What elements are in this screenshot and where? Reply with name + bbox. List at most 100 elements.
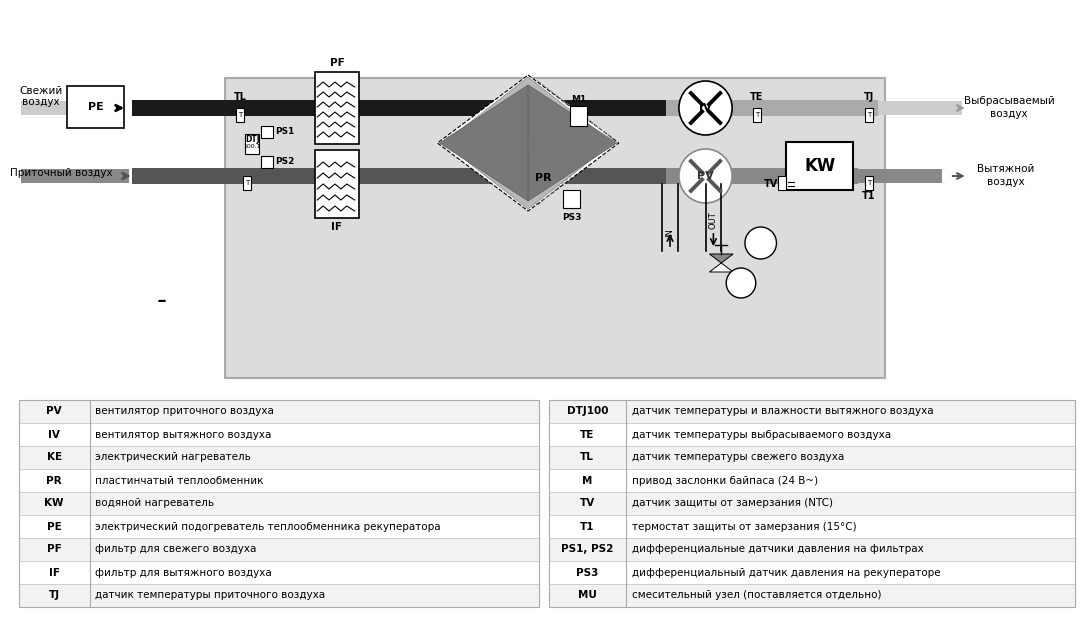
- Bar: [859, 169, 942, 183]
- Text: KW: KW: [44, 499, 64, 509]
- Bar: [666, 100, 878, 116]
- Text: TJ: TJ: [864, 92, 874, 102]
- Text: 100.1: 100.1: [243, 144, 261, 149]
- Bar: [132, 100, 666, 116]
- Text: DTJ100: DTJ100: [567, 406, 608, 417]
- Text: PR: PR: [535, 173, 551, 183]
- Text: KE: KE: [46, 452, 62, 462]
- Text: PF: PF: [329, 58, 345, 68]
- Text: TE: TE: [751, 92, 764, 102]
- Text: IN: IN: [665, 228, 675, 237]
- Text: -: -: [157, 287, 166, 315]
- Circle shape: [679, 81, 732, 135]
- Text: KW: KW: [805, 157, 836, 175]
- Bar: [549, 584, 1075, 607]
- Bar: [315, 150, 359, 218]
- Text: воздух: воздух: [23, 97, 60, 107]
- Bar: [261, 156, 273, 168]
- Text: IF: IF: [49, 567, 59, 577]
- Text: привод заслонки байпаса (24 В~): привод заслонки байпаса (24 В~): [632, 476, 818, 485]
- Bar: [549, 423, 1075, 446]
- Text: электрический подогреватель теплообменника рекуператора: электрический подогреватель теплообменни…: [95, 522, 441, 532]
- Text: Свежий: Свежий: [19, 86, 63, 96]
- Text: электрический нагреватель: электрический нагреватель: [95, 452, 252, 462]
- Text: фильтр для вытяжного воздуха: фильтр для вытяжного воздуха: [95, 567, 272, 577]
- Text: TV: TV: [764, 179, 778, 189]
- Text: PV: PV: [46, 406, 62, 417]
- Text: воздух: воздух: [990, 109, 1028, 119]
- Text: TV: TV: [580, 499, 595, 509]
- Bar: [21, 169, 129, 183]
- Bar: [549, 515, 1075, 538]
- Text: Приточный воздух: Приточный воздух: [10, 168, 112, 178]
- Polygon shape: [451, 77, 605, 137]
- Bar: [549, 492, 1075, 515]
- Text: PS1: PS1: [274, 127, 294, 137]
- Bar: [779, 176, 786, 190]
- Bar: [549, 469, 1075, 492]
- Text: TJ: TJ: [49, 590, 59, 600]
- Polygon shape: [451, 149, 605, 209]
- Bar: [261, 126, 273, 138]
- Text: IF: IF: [332, 222, 342, 232]
- Bar: [563, 190, 580, 208]
- Bar: [549, 446, 1075, 469]
- Bar: [225, 78, 885, 378]
- Text: T: T: [239, 112, 243, 118]
- Text: T: T: [867, 180, 872, 186]
- Text: Выбрасываемый: Выбрасываемый: [963, 96, 1054, 106]
- Text: PS2: PS2: [274, 158, 294, 167]
- Text: TL: TL: [580, 452, 594, 462]
- Bar: [18, 400, 539, 423]
- Text: T: T: [245, 180, 249, 186]
- Text: T: T: [755, 112, 759, 118]
- Text: PS1, PS2: PS1, PS2: [562, 544, 613, 555]
- Text: датчик температуры выбрасываемого воздуха: датчик температуры выбрасываемого воздух…: [632, 429, 891, 439]
- Text: TL: TL: [234, 92, 247, 102]
- Bar: [569, 106, 588, 126]
- Text: датчик температуры приточного воздуха: датчик температуры приточного воздуха: [95, 590, 325, 600]
- Bar: [549, 400, 1075, 423]
- Bar: [237, 108, 244, 122]
- Text: дифференциальный датчик давления на рекуператоре: дифференциальный датчик давления на реку…: [632, 567, 941, 577]
- Bar: [666, 168, 859, 184]
- Text: пластинчатый теплообменник: пластинчатый теплообменник: [95, 476, 264, 485]
- Bar: [315, 72, 359, 144]
- Bar: [18, 423, 539, 446]
- Text: PS3: PS3: [576, 567, 598, 577]
- Text: дифференциальные датчики давления на фильтрах: дифференциальные датчики давления на фил…: [632, 544, 923, 555]
- Text: датчик защиты от замерзания (NTC): датчик защиты от замерзания (NTC): [632, 499, 833, 509]
- Text: M: M: [582, 476, 593, 485]
- Text: T1: T1: [580, 522, 594, 532]
- Text: T: T: [867, 112, 872, 118]
- Bar: [549, 561, 1075, 584]
- Circle shape: [679, 149, 732, 203]
- Text: MU: MU: [578, 590, 596, 600]
- Bar: [865, 176, 873, 190]
- Text: датчик температуры и влажности вытяжного воздуха: датчик температуры и влажности вытяжного…: [632, 406, 933, 417]
- Bar: [243, 176, 252, 190]
- Bar: [549, 538, 1075, 561]
- Text: PE: PE: [87, 102, 104, 112]
- Text: термостат защиты от замерзания (15°C): термостат защиты от замерзания (15°C): [632, 522, 856, 532]
- Bar: [21, 101, 68, 115]
- Text: M4: M4: [753, 238, 769, 248]
- Text: TE: TE: [580, 429, 594, 439]
- Text: смесительный узел (поставляется отдельно): смесительный узел (поставляется отдельно…: [632, 590, 881, 600]
- Text: OUT: OUT: [708, 211, 718, 229]
- Polygon shape: [528, 85, 617, 201]
- Bar: [18, 515, 539, 538]
- Text: PV: PV: [697, 171, 714, 181]
- Circle shape: [726, 268, 756, 298]
- Bar: [18, 469, 539, 492]
- Bar: [549, 400, 1075, 607]
- Text: T1: T1: [862, 191, 876, 201]
- Text: PF: PF: [46, 544, 62, 555]
- Circle shape: [745, 227, 777, 259]
- Text: PR: PR: [46, 476, 62, 485]
- Text: фильтр для свежего воздуха: фильтр для свежего воздуха: [95, 544, 257, 555]
- Polygon shape: [437, 75, 619, 211]
- Text: Вытяжной: Вытяжной: [977, 164, 1035, 174]
- Text: M1: M1: [570, 95, 586, 104]
- Text: M6: M6: [733, 278, 750, 288]
